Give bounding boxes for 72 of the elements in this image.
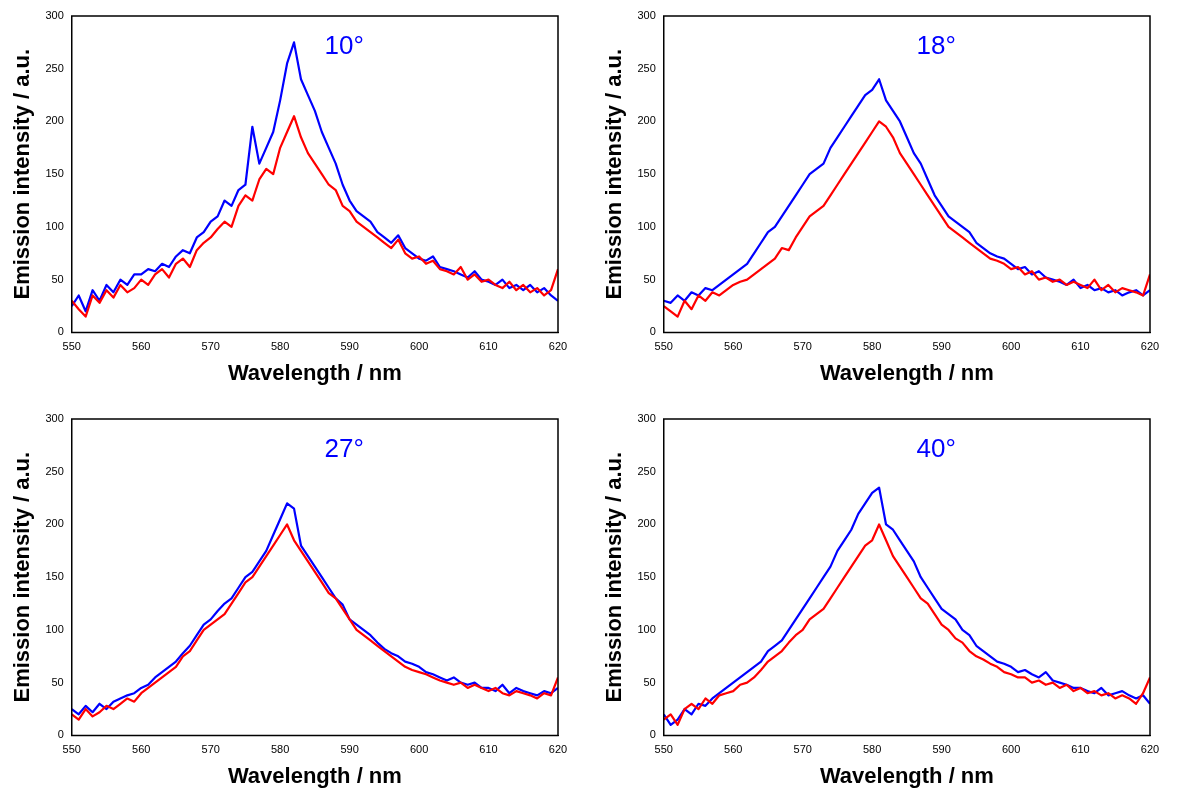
y-tick-label: 200: [45, 517, 64, 530]
annotation: 40°: [916, 433, 956, 464]
x-tick-label: 600: [409, 743, 429, 756]
y-tick-label: 300: [45, 9, 64, 22]
y-tick-label: 150: [45, 570, 64, 583]
y-tick-label: 50: [643, 272, 656, 285]
x-tick-label: 580: [862, 340, 882, 353]
y-axis-title: Emission intensity / a.u.: [601, 451, 627, 703]
y-tick-label: 50: [51, 272, 64, 285]
x-axis-title: Wavelength / nm: [819, 359, 994, 385]
x-axis-title: Wavelength / nm: [819, 762, 994, 788]
y-tick-label: 100: [637, 622, 656, 635]
x-tick-label: 620: [548, 340, 568, 353]
y-tick-label: 300: [637, 9, 656, 22]
x-tick-label: 600: [1001, 743, 1021, 756]
x-tick-label: 550: [654, 743, 673, 756]
x-tick-label: 610: [479, 340, 498, 353]
x-tick-label: 550: [654, 340, 673, 353]
y-tick-label: 100: [45, 219, 64, 232]
x-tick-label: 590: [932, 340, 951, 353]
x-tick-label: 610: [1071, 340, 1090, 353]
y-tick-label: 300: [45, 412, 64, 425]
x-tick-label: 590: [340, 743, 359, 756]
x-tick-label: 620: [1140, 743, 1160, 756]
x-tick-label: 620: [548, 743, 568, 756]
x-tick-label: 570: [201, 340, 220, 353]
x-tick-label: 580: [270, 743, 290, 756]
x-tick-label: 570: [793, 743, 812, 756]
y-tick-label: 100: [637, 219, 656, 232]
x-tick-label: 570: [201, 743, 220, 756]
y-axis-title: Emission intensity / a.u.: [601, 48, 627, 300]
x-tick-label: 610: [479, 743, 498, 756]
y-tick-label: 0: [649, 325, 656, 338]
y-tick-label: 250: [45, 464, 64, 477]
x-tick-label: 560: [132, 743, 151, 756]
y-tick-label: 50: [643, 675, 656, 688]
y-tick-label: 150: [45, 167, 64, 180]
annotation: 10°: [324, 30, 364, 61]
annotation: 18°: [916, 30, 956, 61]
y-tick-label: 250: [637, 464, 656, 477]
x-tick-label: 600: [1001, 340, 1021, 353]
y-tick-label: 250: [637, 61, 656, 74]
x-tick-label: 600: [409, 340, 429, 353]
x-axis-title: Wavelength / nm: [227, 359, 402, 385]
x-tick-label: 590: [932, 743, 951, 756]
y-tick-label: 150: [637, 570, 656, 583]
y-tick-label: 0: [57, 325, 64, 338]
x-tick-label: 560: [724, 743, 743, 756]
x-tick-label: 610: [1071, 743, 1090, 756]
y-tick-label: 0: [649, 728, 656, 741]
x-tick-label: 580: [270, 340, 290, 353]
y-tick-label: 200: [637, 114, 656, 127]
y-axis-title: Emission intensity / a.u.: [9, 451, 35, 703]
y-tick-label: 250: [45, 61, 64, 74]
x-axis-title: Wavelength / nm: [227, 762, 402, 788]
y-tick-label: 150: [637, 167, 656, 180]
y-tick-label: 200: [637, 517, 656, 530]
x-tick-label: 620: [1140, 340, 1160, 353]
x-tick-label: 550: [62, 743, 81, 756]
x-tick-label: 590: [340, 340, 359, 353]
y-tick-label: 200: [45, 114, 64, 127]
x-tick-label: 560: [132, 340, 151, 353]
y-tick-label: 50: [51, 675, 64, 688]
y-axis-title: Emission intensity / a.u.: [9, 48, 35, 300]
annotation: 27°: [324, 433, 364, 464]
y-tick-label: 300: [637, 412, 656, 425]
y-tick-label: 0: [57, 728, 64, 741]
x-tick-label: 550: [62, 340, 81, 353]
y-tick-label: 100: [45, 622, 64, 635]
x-tick-label: 570: [793, 340, 812, 353]
x-tick-label: 560: [724, 340, 743, 353]
x-tick-label: 580: [862, 743, 882, 756]
